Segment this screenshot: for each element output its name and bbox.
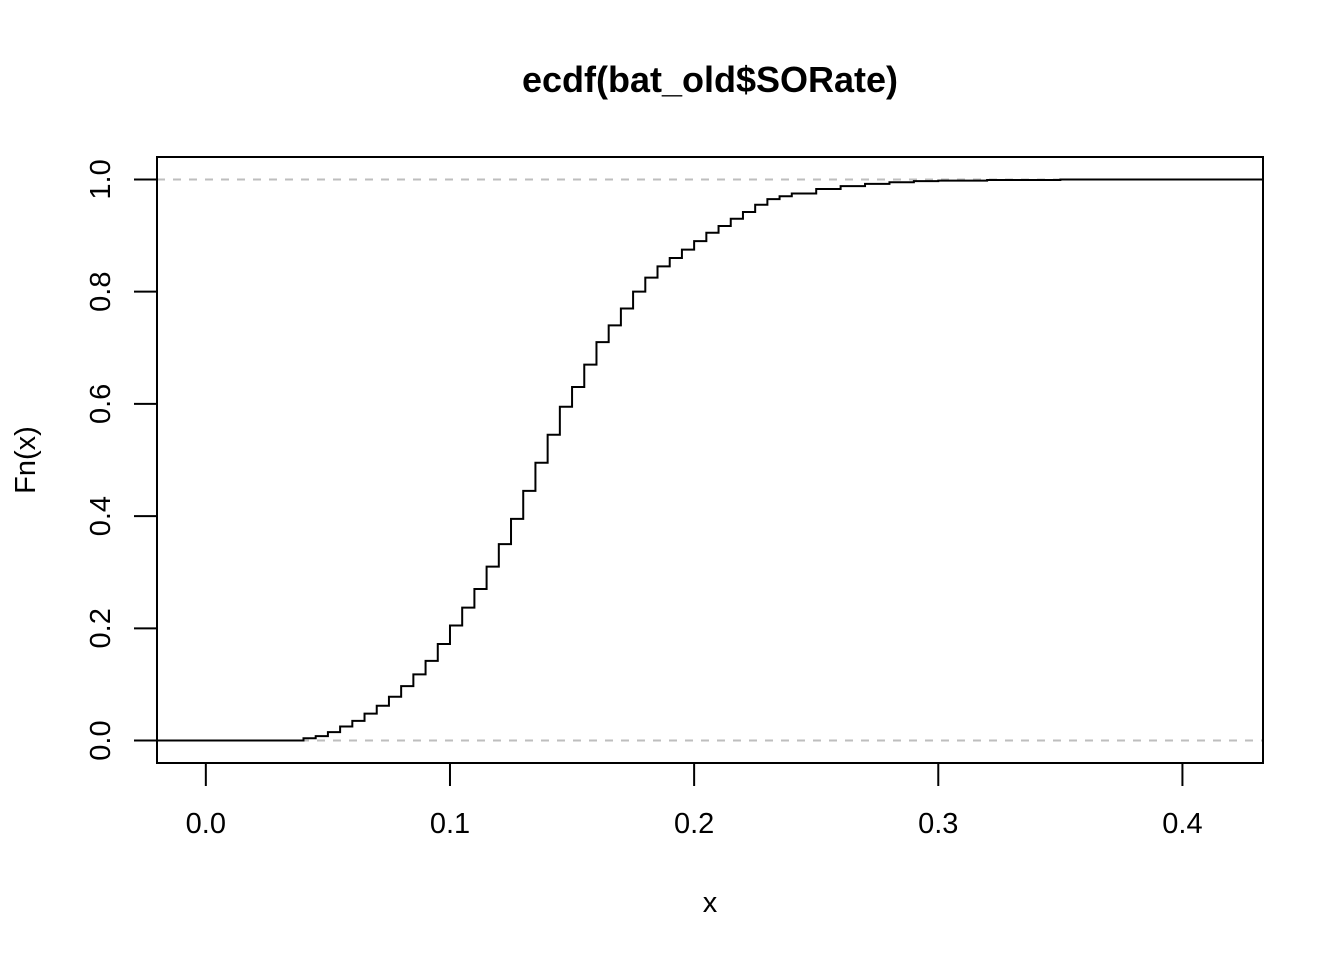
y-tick-label-0: 0.0 <box>85 720 117 760</box>
x-tick-label-2: 0.2 <box>674 808 714 840</box>
y-tick-label-4: 0.8 <box>85 272 117 312</box>
chart-title: ecdf(bat_old$SORate) <box>522 59 898 100</box>
x-axis: 0.0 0.1 0.2 0.3 0.4 <box>186 762 1203 840</box>
x-tick-label-1: 0.1 <box>430 808 470 840</box>
ecdf-step-line <box>157 178 1263 742</box>
x-axis-label: x <box>703 887 718 919</box>
x-tick-label-4: 0.4 <box>1162 808 1202 840</box>
y-tick-label-5: 1.0 <box>85 159 117 199</box>
reference-lines <box>157 178 1263 742</box>
y-axis: 0.0 0.2 0.4 0.6 0.8 1.0 <box>85 159 158 761</box>
y-tick-label-1: 0.2 <box>85 608 117 648</box>
x-tick-label-0: 0.0 <box>186 808 226 840</box>
plot-frame <box>156 156 1264 764</box>
y-tick-label-2: 0.4 <box>85 496 117 536</box>
y-axis-label: Fn(x) <box>10 426 42 494</box>
x-tick-label-3: 0.3 <box>918 808 958 840</box>
y-tick-label-3: 0.6 <box>85 384 117 424</box>
